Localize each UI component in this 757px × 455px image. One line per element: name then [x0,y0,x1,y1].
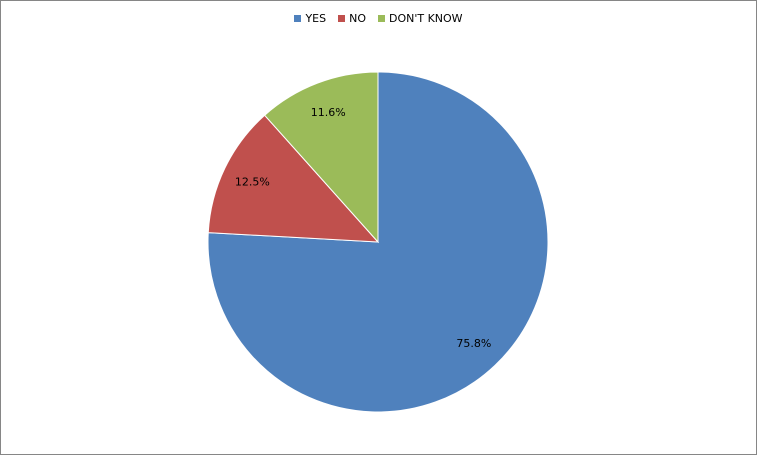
data-label-no: 12.5% [235,176,270,189]
legend-swatch-dont-know [377,15,385,22]
pie-slice-no [207,114,380,243]
legend-swatch-yes [294,15,302,22]
legend-item-dont-know: DON'T KNOW [377,12,463,25]
data-label-yes: 75.8% [456,337,491,350]
data-label-don-t-know: 11.6% [311,106,346,119]
pie-slice-yes [207,71,549,413]
pie-slice-don-t-know [263,71,379,244]
legend-swatch-no [338,15,346,22]
legend-item-no: NO [338,12,366,25]
legend-item-yes: YES [294,12,326,25]
legend-label-dont-know: DON'T KNOW [388,12,463,25]
legend: YES NO DON'T KNOW [1,12,756,25]
legend-label-yes: YES [305,12,327,25]
legend-label-no: NO [349,12,366,25]
